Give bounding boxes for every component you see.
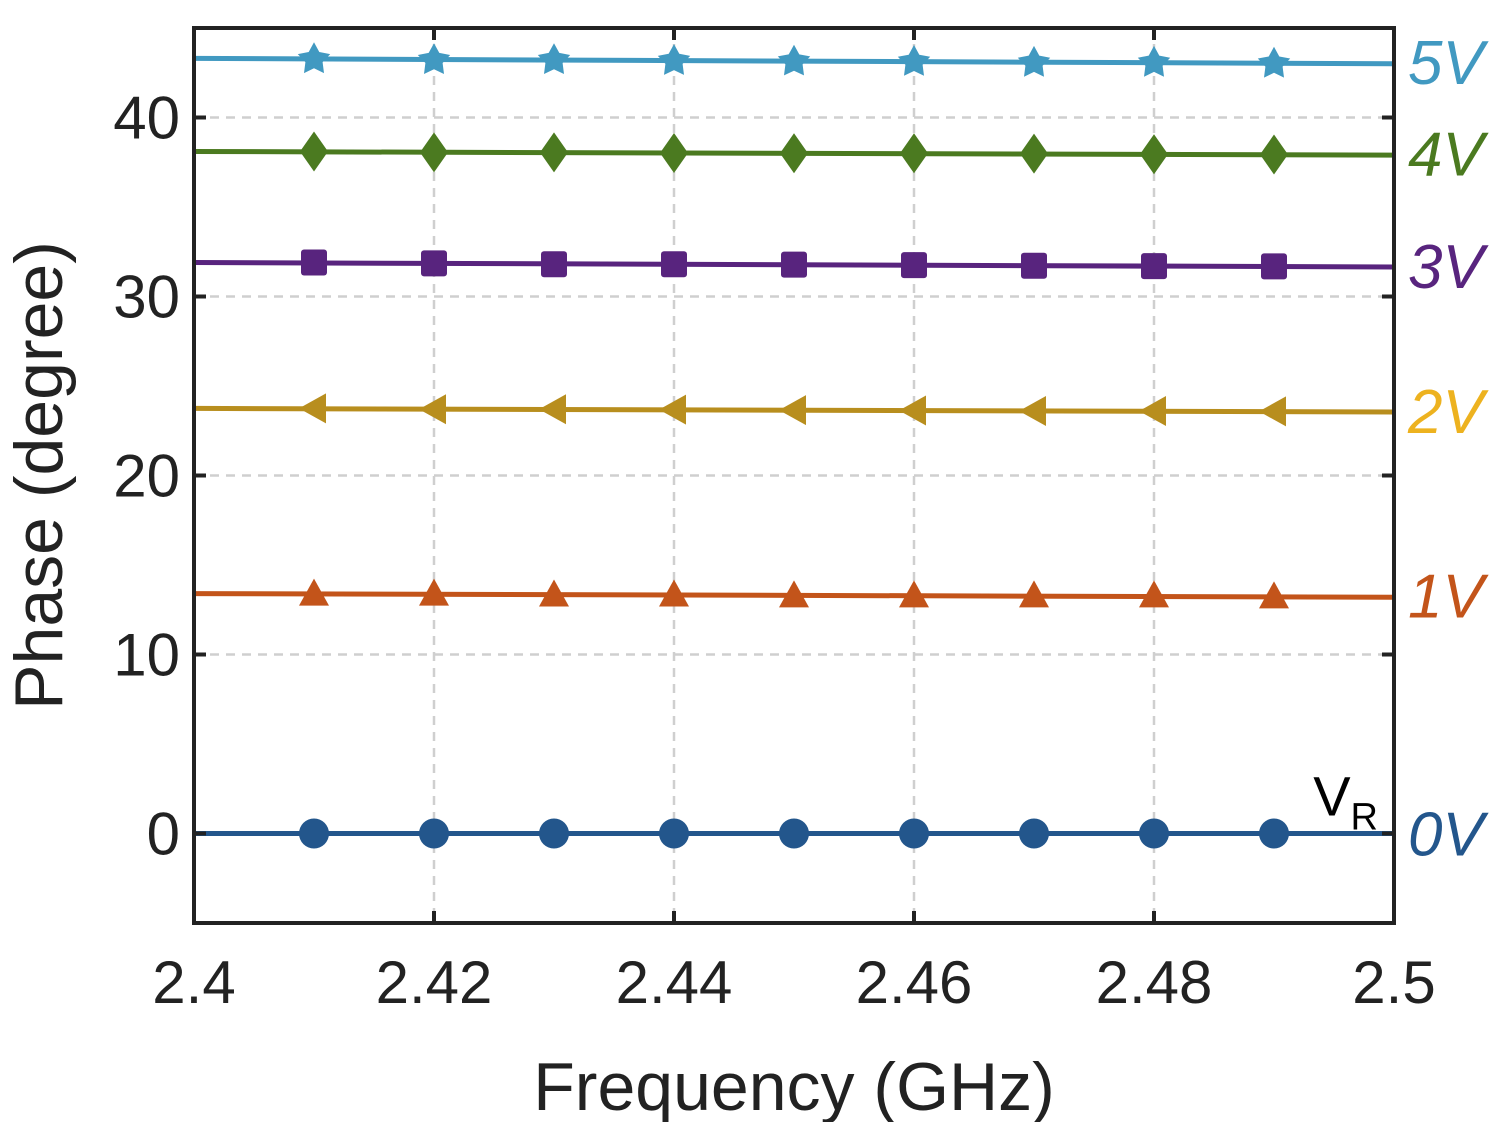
data-point [780, 133, 808, 174]
legend-title-sub: R [1351, 797, 1378, 839]
data-point [660, 132, 688, 173]
data-point [659, 579, 689, 607]
x-tick-label: 2.4 [152, 949, 235, 1016]
data-point [419, 818, 449, 849]
series-group [193, 42, 1395, 849]
y-tick-label: 0 [147, 801, 180, 868]
y-tick-label: 20 [113, 443, 180, 510]
y-tick-label: 30 [113, 264, 180, 331]
data-point [539, 579, 569, 607]
series-0V [194, 818, 1394, 849]
data-point [1139, 818, 1169, 849]
series-label-1V: 1V [1408, 562, 1489, 631]
series-1V [193, 578, 1395, 609]
data-point [779, 818, 809, 849]
data-point [537, 43, 571, 74]
data-point [419, 578, 449, 606]
data-point [299, 393, 326, 424]
data-point [659, 394, 686, 425]
data-point [901, 252, 927, 279]
data-point [1141, 253, 1167, 280]
data-point [657, 44, 691, 75]
data-point [1261, 253, 1287, 280]
legend-title: VR [1313, 765, 1378, 839]
data-point [299, 578, 329, 606]
data-point [777, 44, 811, 76]
y-tick-label: 10 [113, 622, 180, 689]
data-point [779, 395, 806, 426]
x-tick-label: 2.42 [376, 949, 493, 1016]
data-point [1259, 818, 1289, 849]
data-point [1017, 45, 1051, 77]
data-point [1259, 396, 1286, 427]
data-point [1021, 252, 1047, 279]
data-point [781, 251, 807, 278]
data-point [299, 818, 329, 849]
data-point [539, 394, 566, 425]
x-tick-label: 2.44 [616, 949, 733, 1016]
y-tick-label: 40 [113, 85, 180, 152]
ticks: 2.4 2.42 2.44 2.46 2.48 2.5 0 10 20 30 40 [113, 28, 1436, 1016]
series-2V [193, 393, 1395, 427]
data-point [1139, 396, 1166, 427]
x-tick-label: 2.5 [1352, 949, 1435, 1016]
series-label-2V: 2V [1407, 378, 1489, 447]
x-axis-title: Frequency (GHz) [533, 1049, 1054, 1122]
data-point [420, 132, 448, 173]
data-point [1137, 45, 1171, 77]
x-tick-label: 2.48 [1096, 949, 1213, 1016]
data-point [661, 251, 687, 278]
data-point [779, 580, 809, 608]
data-point [539, 818, 569, 849]
data-point [1257, 46, 1291, 78]
data-point [899, 580, 929, 608]
data-point [900, 133, 928, 174]
data-point [1019, 396, 1046, 427]
data-point [419, 394, 446, 425]
data-point [300, 131, 328, 172]
series-label-4V: 4V [1408, 120, 1489, 189]
series-5V [193, 42, 1395, 78]
x-tick-label: 2.46 [856, 949, 973, 1016]
y-axis-title: Phase (degree) [1, 241, 77, 710]
data-point [1019, 818, 1049, 849]
data-point [899, 395, 926, 426]
data-point [297, 42, 331, 74]
legend-title-main: V [1313, 765, 1351, 828]
data-point [659, 818, 689, 849]
series-3V [193, 249, 1395, 280]
data-point [540, 132, 568, 173]
data-point [1020, 133, 1048, 174]
data-point [899, 818, 929, 849]
data-point [417, 43, 451, 74]
data-point [1260, 134, 1288, 175]
data-point [1019, 580, 1049, 608]
series-label-3V: 3V [1408, 233, 1489, 302]
series-label-0V: 0V [1408, 801, 1489, 870]
data-point [1140, 134, 1168, 175]
series-4V [193, 131, 1395, 175]
data-point [301, 249, 327, 276]
data-point [541, 251, 567, 278]
data-point [897, 45, 931, 76]
data-point [1139, 580, 1169, 608]
series-label-5V: 5V [1408, 29, 1489, 98]
series-labels: 0V 1V 2V 3V 4V 5V [1407, 29, 1489, 869]
data-point [1259, 581, 1289, 609]
data-point [421, 250, 447, 277]
